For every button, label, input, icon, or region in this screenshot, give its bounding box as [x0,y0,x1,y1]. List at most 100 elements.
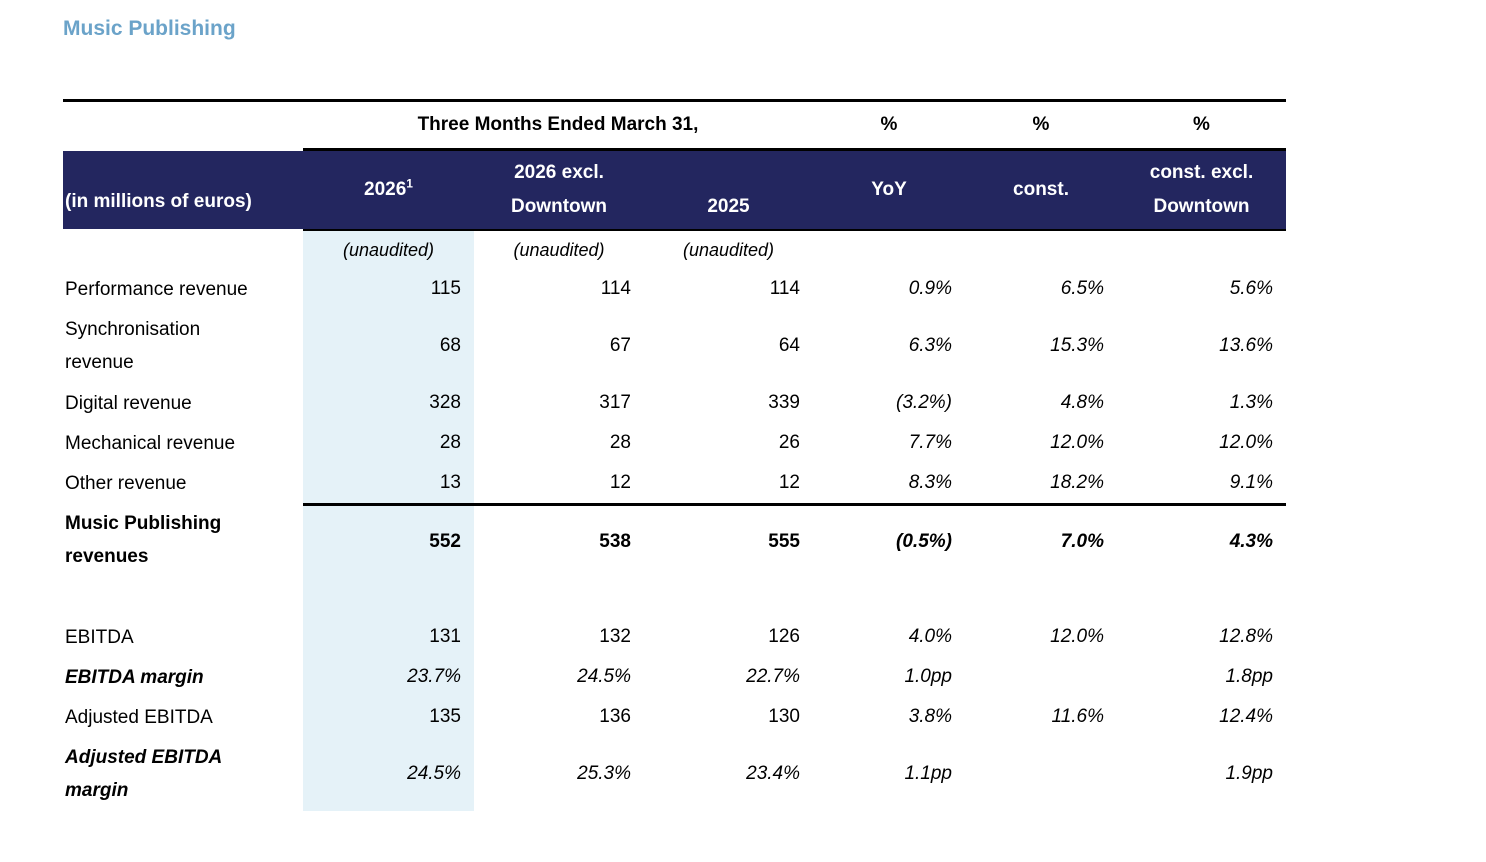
value-2026: 115 [303,269,474,309]
column-header-2026: 20261 [303,148,474,231]
row-mechanical-revenue: Mechanical revenue 28 28 26 7.7% 12.0% 1… [63,423,1286,463]
value-text: 7.7% [908,432,952,453]
unaudited-label: (unaudited) [342,239,435,260]
value-2025: 339 [644,383,813,423]
value-2026: 328 [303,383,474,423]
unaudited-label: (unaudited) [513,239,605,260]
value-text: 114 [600,278,631,299]
value-yoy: 7.7% [813,423,965,463]
row-label-text: EBITDA margin [65,666,204,688]
value-yoy: 1.1pp [813,737,965,811]
value-const: 12.0% [965,617,1117,657]
const-excl-label: const. excl. Downtown [1149,162,1254,217]
value-text: 126 [768,626,800,647]
pct-sign: % [1193,114,1210,135]
value-2025: 114 [644,269,813,309]
row-label: Synchronisation revenue [63,309,303,383]
value-text: 0.9% [908,278,952,299]
row-synchronisation-revenue: Synchronisation revenue 68 67 64 6.3% 15… [63,309,1286,383]
value-yoy: (3.2%) [813,383,965,423]
row-label: EBITDA [63,617,303,657]
row-label-text: Performance revenue [65,278,248,300]
value-text: (0.5%) [896,530,952,552]
value-2026: 23.7% [303,657,474,697]
row-digital-revenue: Digital revenue 328 317 339 (3.2%) 4.8% … [63,383,1286,423]
row-label-text: Adjusted EBITDA margin [65,747,222,801]
period-label: Three Months Ended March 31, [417,114,699,135]
value-const: 15.3% [965,309,1117,383]
year-2026-text: 2026 [364,179,407,200]
value-2026-excl: 28 [474,423,644,463]
row-label: Performance revenue [63,269,303,309]
value-2025: 130 [644,697,813,737]
const-label: const. [1013,179,1069,200]
column-header-2025: 2025 [644,148,813,231]
row-label-text: Other revenue [65,472,187,494]
column-header-const-excl-downtown: const. excl. Downtown [1117,148,1286,231]
value-const-excl: 1.9pp [1117,737,1286,811]
value-text: 9.1% [1229,472,1273,493]
value-text: 12 [609,472,631,493]
spacer-row [63,577,1286,617]
row-adjusted-ebitda: Adjusted EBITDA 135 136 130 3.8% 11.6% 1… [63,697,1286,737]
value-yoy: (0.5%) [813,503,965,577]
value-text: 328 [429,392,461,413]
row-label: Adjusted EBITDA margin [63,737,303,811]
value-text: 131 [429,626,461,647]
pct-header-const: % [965,102,1117,148]
value-text: 23.7% [407,666,461,687]
value-yoy: 8.3% [813,463,965,503]
value-text: 136 [599,706,631,727]
value-text: 28 [609,432,631,453]
pct-header-const-excl: % [1117,102,1286,148]
value-text: 1.8pp [1225,666,1273,687]
row-label: Other revenue [63,463,303,503]
value-const [965,657,1117,697]
value-const: 4.8% [965,383,1117,423]
value-text: 317 [599,392,631,413]
unaudited-empty [813,231,965,269]
unaudited-spacer [63,231,303,269]
value-2026-excl: 538 [474,503,644,577]
value-2026-excl: 136 [474,697,644,737]
unaudited-2026-excl: (unaudited) [474,231,644,269]
value-yoy: 3.8% [813,697,965,737]
value-const: 11.6% [965,697,1117,737]
value-const [965,737,1117,811]
value-2026: 131 [303,617,474,657]
year-2025-label: 2025 [707,196,750,217]
value-2026: 552 [303,503,474,577]
row-label: Digital revenue [63,383,303,423]
value-text: 8.3% [908,472,952,493]
value-text: 114 [769,278,800,299]
value-text: 23.4% [746,763,800,784]
column-header-row: (in millions of euros) 20261 2026 excl. … [63,148,1286,231]
row-ebitda: EBITDA 131 132 126 4.0% 12.0% 12.8% [63,617,1286,657]
value-text: 12.0% [1050,626,1104,647]
value-text: 13.6% [1219,335,1273,356]
value-const-excl: 1.8pp [1117,657,1286,697]
value-text: 26 [778,432,800,453]
value-text: 4.0% [908,626,952,647]
value-text: 18.2% [1050,472,1104,493]
value-text: 130 [768,706,800,727]
unaudited-2025: (unaudited) [644,231,813,269]
value-const: 6.5% [965,269,1117,309]
value-text: 4.8% [1060,392,1104,413]
row-label-text: Digital revenue [65,392,192,414]
music-publishing-table: Three Months Ended March 31, % % % (in m… [63,99,1286,811]
value-2025: 22.7% [644,657,813,697]
value-2026: 135 [303,697,474,737]
value-2026: 28 [303,423,474,463]
units-label: (in millions of euros) [65,191,252,212]
value-text: 1.9pp [1225,763,1273,784]
value-text: 6.5% [1060,278,1104,299]
value-yoy: 4.0% [813,617,965,657]
yoy-label: YoY [871,179,907,200]
value-text: 12.0% [1050,432,1104,453]
value-const: 7.0% [965,503,1117,577]
pct-sign: % [1032,114,1050,135]
value-2025: 126 [644,617,813,657]
value-text: 7.0% [1060,530,1104,552]
value-text: 135 [429,706,461,727]
